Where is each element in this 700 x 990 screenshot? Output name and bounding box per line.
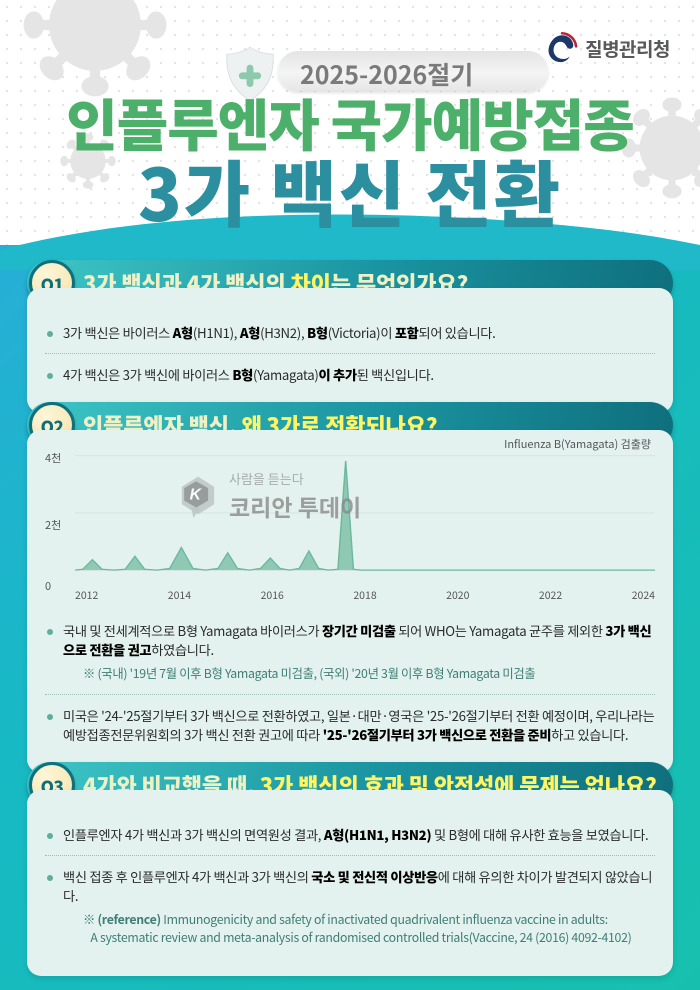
svg-text:K: K bbox=[190, 487, 203, 504]
